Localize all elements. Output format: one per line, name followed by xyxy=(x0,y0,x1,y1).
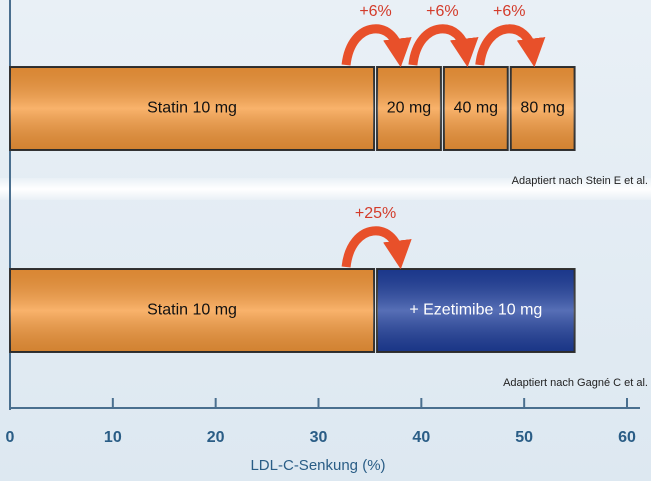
annotation: +6% xyxy=(426,3,458,20)
separator xyxy=(0,178,651,200)
bar-shine xyxy=(10,269,375,352)
x-tick-label: 20 xyxy=(207,429,225,446)
x-tick-label: 10 xyxy=(104,429,122,446)
segment-label: Statin 10 mg xyxy=(147,100,237,117)
bar-shine xyxy=(443,67,508,150)
arrow xyxy=(408,24,479,68)
x-tick-label: 0 xyxy=(6,429,15,446)
bar-shine xyxy=(377,67,441,150)
x-tick-label: 40 xyxy=(412,429,430,446)
annotation: +6% xyxy=(493,3,525,20)
bar-shine xyxy=(10,67,375,150)
arrow xyxy=(341,226,412,270)
source-note: Adaptiert nach Gagné C et al. xyxy=(503,377,648,389)
bar-shine xyxy=(510,67,575,150)
x-tick-label: 60 xyxy=(618,429,636,446)
source-note: Adaptiert nach Stein E et al. xyxy=(512,175,648,187)
bar-shine xyxy=(377,269,575,352)
x-tick-label: 50 xyxy=(515,429,533,446)
segment-label: 40 mg xyxy=(454,100,498,117)
arrow xyxy=(341,24,412,68)
x-axis-label: LDL-C-Senkung (%) xyxy=(250,457,385,474)
x-tick-label: 30 xyxy=(310,429,328,446)
segment-label: Statin 10 mg xyxy=(147,302,237,319)
annotation: +6% xyxy=(359,3,391,20)
segment-label: + Ezetimibe 10 mg xyxy=(409,302,542,319)
arrow xyxy=(475,24,546,68)
annotation: +25% xyxy=(355,205,396,222)
segment-label: 80 mg xyxy=(520,100,564,117)
segment-label: 20 mg xyxy=(387,100,431,117)
